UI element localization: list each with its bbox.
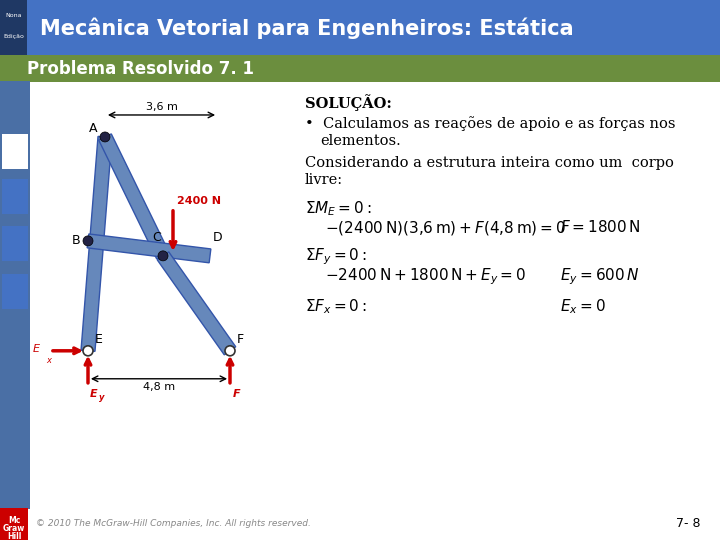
Text: E: E <box>33 344 40 354</box>
Text: © 2010 The McGraw-Hill Companies, Inc. All rights reserved.: © 2010 The McGraw-Hill Companies, Inc. A… <box>36 519 311 528</box>
Text: E: E <box>90 389 98 399</box>
Circle shape <box>100 132 110 142</box>
Text: 2400 N: 2400 N <box>177 196 221 206</box>
Circle shape <box>83 236 93 246</box>
Text: D: D <box>213 231 222 244</box>
Text: •  Calculamos as reações de apoio e as forças nos: • Calculamos as reações de apoio e as fo… <box>305 116 675 131</box>
Text: $F=1800\,\mathrm{N}$: $F=1800\,\mathrm{N}$ <box>560 219 641 235</box>
Text: E: E <box>95 333 103 346</box>
Text: Mc: Mc <box>8 516 20 525</box>
Text: 4,8 m: 4,8 m <box>143 382 175 392</box>
Polygon shape <box>99 134 169 259</box>
Text: A: A <box>89 122 97 135</box>
Text: x: x <box>46 356 51 365</box>
Text: Considerando a estrutura inteira como um  corpo: Considerando a estrutura inteira como um… <box>305 156 674 170</box>
Bar <box>2 274 28 309</box>
Text: Edição: Edição <box>4 34 24 39</box>
Text: $\Sigma M_E = 0:$: $\Sigma M_E = 0:$ <box>305 199 372 218</box>
Text: B: B <box>71 234 80 247</box>
Circle shape <box>225 346 235 356</box>
Text: Graw: Graw <box>3 524 25 533</box>
Text: $E_x=0$: $E_x=0$ <box>560 297 606 315</box>
Text: F: F <box>237 333 244 346</box>
Text: C: C <box>152 231 161 244</box>
Polygon shape <box>81 137 112 352</box>
Text: Hill: Hill <box>6 532 21 540</box>
Text: Nona: Nona <box>6 13 22 18</box>
Circle shape <box>158 251 168 261</box>
Text: y: y <box>99 393 104 402</box>
Text: $\Sigma F_y = 0:$: $\Sigma F_y = 0:$ <box>305 247 367 267</box>
Text: $E_y=600\,N$: $E_y=600\,N$ <box>560 267 639 287</box>
Text: F: F <box>233 389 240 399</box>
Text: Mecânica Vetorial para Engenheiros: Estática: Mecânica Vetorial para Engenheiros: Está… <box>40 17 573 39</box>
Text: livre:: livre: <box>305 173 343 187</box>
Bar <box>2 179 28 214</box>
Polygon shape <box>87 234 211 263</box>
Text: $-(2400\,\mathrm{N})(3{,}6\,\mathrm{m})+F(4{,}8\,\mathrm{m})=0$: $-(2400\,\mathrm{N})(3{,}6\,\mathrm{m})+… <box>325 219 566 237</box>
Bar <box>0 508 28 540</box>
Text: elementos.: elementos. <box>320 134 401 148</box>
Text: 3,6 m: 3,6 m <box>145 102 177 112</box>
Text: 7- 8: 7- 8 <box>675 517 700 530</box>
Text: SOLUÇÃO:: SOLUÇÃO: <box>305 94 392 111</box>
Text: $\Sigma F_x = 0:$: $\Sigma F_x = 0:$ <box>305 297 367 315</box>
Bar <box>2 226 28 261</box>
Circle shape <box>83 346 93 356</box>
Polygon shape <box>157 252 235 355</box>
Bar <box>2 134 28 169</box>
Text: Problema Resolvido 7. 1: Problema Resolvido 7. 1 <box>27 59 254 78</box>
Bar <box>0 81 30 509</box>
Text: $-2400\,\mathrm{N}+1800\,\mathrm{N}+E_y=0$: $-2400\,\mathrm{N}+1800\,\mathrm{N}+E_y=… <box>325 267 526 287</box>
